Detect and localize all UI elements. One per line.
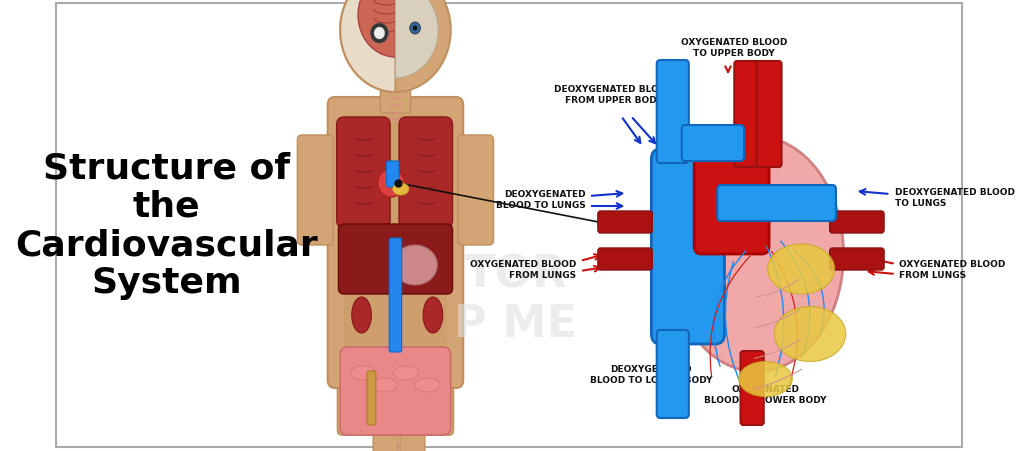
Circle shape [374,28,385,40]
Text: OXYGENATED
BLOOD TO LOWER BODY: OXYGENATED BLOOD TO LOWER BODY [705,384,826,404]
FancyBboxPatch shape [386,161,399,188]
Ellipse shape [352,297,372,333]
Ellipse shape [386,389,414,411]
FancyBboxPatch shape [328,98,463,388]
Ellipse shape [393,184,409,196]
FancyBboxPatch shape [694,144,769,254]
FancyBboxPatch shape [829,212,884,234]
FancyBboxPatch shape [297,136,333,245]
FancyBboxPatch shape [458,136,494,245]
Ellipse shape [423,297,442,333]
FancyBboxPatch shape [734,62,759,168]
FancyBboxPatch shape [380,68,411,114]
FancyBboxPatch shape [367,371,376,425]
Text: TOR
P ME: TOR P ME [455,253,578,345]
Circle shape [340,0,451,93]
Ellipse shape [738,362,793,396]
FancyBboxPatch shape [389,239,401,352]
FancyBboxPatch shape [829,249,884,271]
Ellipse shape [774,307,846,362]
FancyBboxPatch shape [338,360,454,435]
FancyBboxPatch shape [399,118,453,229]
Text: OXYGENATED BLOOD
TO UPPER BODY: OXYGENATED BLOOD TO UPPER BODY [681,38,787,58]
Wedge shape [358,0,395,58]
FancyBboxPatch shape [651,150,724,344]
Ellipse shape [393,366,419,380]
FancyBboxPatch shape [718,186,836,221]
FancyBboxPatch shape [337,118,390,229]
Circle shape [413,27,418,32]
Ellipse shape [393,245,437,285]
FancyBboxPatch shape [682,126,744,161]
Text: Structure of
the
Cardiovascular
System: Structure of the Cardiovascular System [15,152,317,299]
FancyBboxPatch shape [400,407,425,451]
Ellipse shape [768,244,835,295]
Ellipse shape [351,366,376,380]
Text: DEOXYGENATED
BLOOD TO LOWER BODY: DEOXYGENATED BLOOD TO LOWER BODY [590,364,713,384]
Text: DEOXYGENATED BLOOD
TO LUNGS: DEOXYGENATED BLOOD TO LUNGS [895,188,1015,207]
Text: DEOXYGENATED BLOOD
FROM UPPER BODY: DEOXYGENATED BLOOD FROM UPPER BODY [554,85,674,105]
FancyBboxPatch shape [598,249,652,271]
FancyBboxPatch shape [340,347,451,435]
FancyBboxPatch shape [373,407,398,451]
Ellipse shape [378,170,404,198]
Ellipse shape [670,137,844,372]
FancyBboxPatch shape [345,116,446,380]
Text: DEOXYGENATED
BLOOD TO LUNGS: DEOXYGENATED BLOOD TO LUNGS [496,190,586,209]
Wedge shape [395,0,438,79]
Text: OXYGENATED BLOOD
FROM LUNGS: OXYGENATED BLOOD FROM LUNGS [470,260,577,279]
FancyBboxPatch shape [656,330,689,418]
FancyBboxPatch shape [757,62,781,168]
Ellipse shape [357,396,433,434]
FancyBboxPatch shape [740,351,764,425]
Ellipse shape [373,378,397,392]
Text: OXYGENATED BLOOD
FROM LUNGS: OXYGENATED BLOOD FROM LUNGS [899,260,1006,279]
FancyBboxPatch shape [598,212,652,234]
Ellipse shape [415,378,440,392]
FancyBboxPatch shape [656,61,689,164]
FancyBboxPatch shape [338,225,453,295]
Circle shape [410,23,421,35]
Wedge shape [340,0,395,93]
Circle shape [371,24,388,44]
